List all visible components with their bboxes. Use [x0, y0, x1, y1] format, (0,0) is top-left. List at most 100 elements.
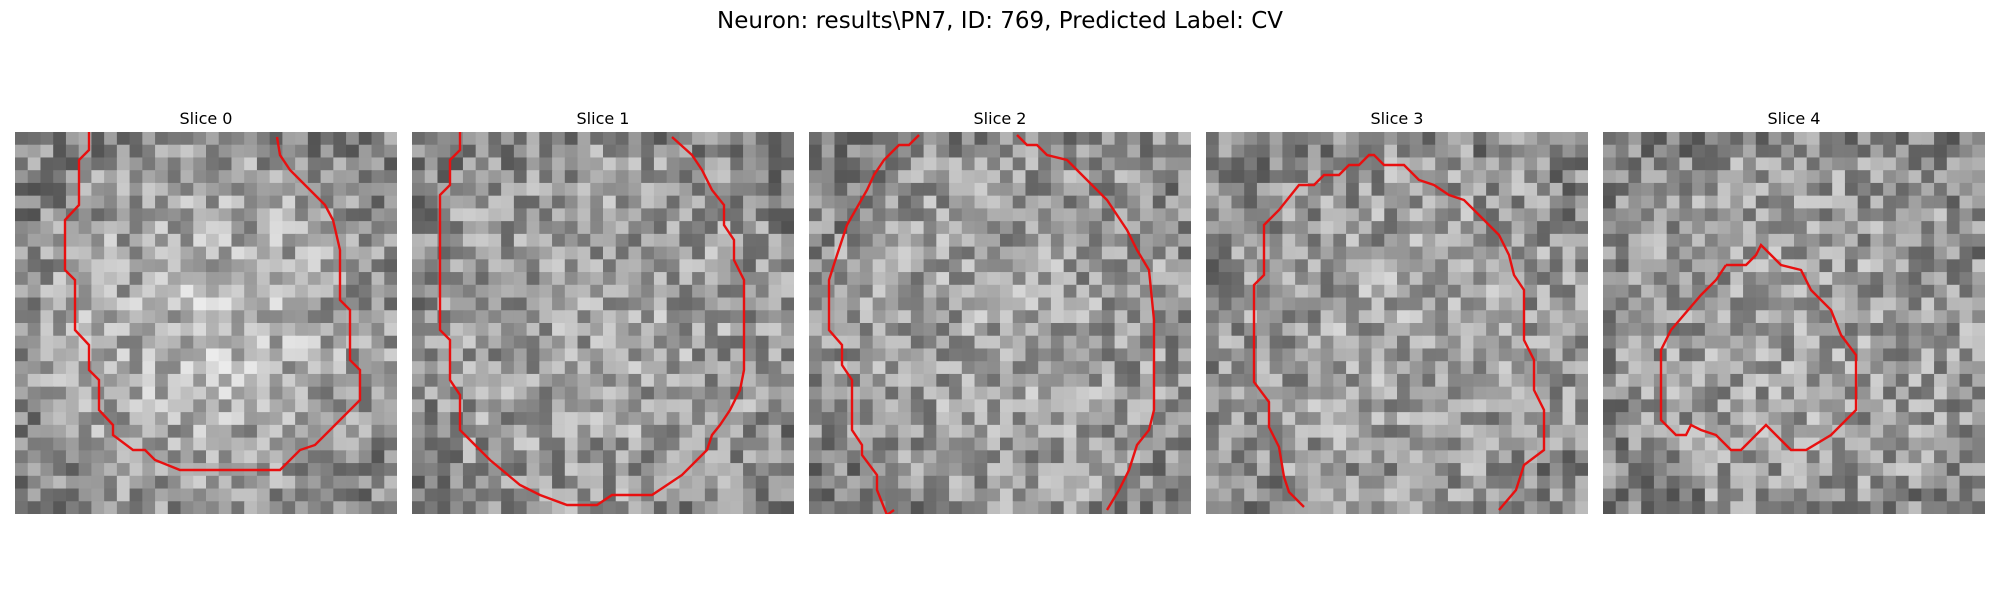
image-pixel [653, 233, 668, 248]
image-pixel [384, 348, 397, 362]
image-pixel [307, 348, 322, 362]
image-pixel [1346, 501, 1360, 514]
image-pixel [590, 488, 604, 502]
image-pixel [1959, 259, 1973, 273]
image-pixel [1152, 259, 1167, 273]
image-pixel [1692, 221, 1706, 235]
image-pixel [1333, 475, 1347, 490]
image-pixel [1524, 182, 1538, 197]
image-pixel [282, 272, 296, 286]
image-pixel [1256, 132, 1271, 146]
image-pixel [1101, 412, 1116, 426]
image-pixel [1178, 501, 1191, 514]
image-pixel [15, 501, 29, 514]
image-pixel [1473, 144, 1487, 159]
image-pixel [603, 412, 617, 426]
image-pixel [475, 361, 489, 375]
image-pixel [1295, 246, 1309, 260]
image-pixel [1883, 463, 1897, 477]
image-pixel [1000, 373, 1014, 388]
image-pixel [1101, 450, 1116, 464]
image-pixel [1063, 132, 1077, 146]
image-pixel [1946, 195, 1961, 209]
image-pixel [730, 475, 744, 490]
image-pixel [1972, 272, 1985, 286]
image-pixel [1781, 437, 1795, 451]
image-pixel [1127, 208, 1141, 222]
image-pixel [1371, 259, 1385, 273]
image-pixel [1333, 195, 1347, 209]
image-pixel [450, 463, 464, 477]
image-pixel [1615, 221, 1630, 235]
image-pixel [704, 208, 719, 222]
image-pixel [1628, 424, 1642, 439]
image-pixel [809, 488, 823, 502]
image-pixel [1101, 361, 1116, 375]
image-pixel [1012, 144, 1027, 159]
image-pixel [743, 246, 757, 260]
image-pixel [653, 386, 668, 400]
image-pixel [488, 348, 502, 362]
image-pixel [936, 475, 950, 490]
image-pixel [768, 272, 782, 286]
image-pixel [1152, 284, 1167, 299]
image-pixel [1320, 450, 1334, 464]
image-pixel [1218, 272, 1233, 286]
image-pixel [15, 246, 29, 260]
image-pixel [730, 412, 744, 426]
image-pixel [27, 323, 42, 337]
image-pixel [1050, 399, 1065, 413]
image-pixel [1908, 450, 1922, 464]
image-pixel [437, 144, 451, 159]
image-pixel [1422, 310, 1436, 324]
image-pixel [1050, 208, 1065, 222]
image-pixel [1666, 348, 1680, 362]
image-pixel [1178, 310, 1191, 324]
image-pixel [781, 132, 794, 146]
image-pixel [142, 424, 156, 439]
image-pixel [488, 246, 502, 260]
image-pixel [1307, 386, 1322, 400]
image-pixel [1972, 233, 1985, 248]
image-pixel [704, 233, 719, 248]
image-pixel [641, 284, 655, 299]
image-pixel [1038, 437, 1052, 451]
image-pixel [743, 348, 757, 362]
image-pixel [1409, 233, 1424, 248]
image-pixel [910, 233, 925, 248]
image-pixel [1000, 412, 1014, 426]
image-pixel [859, 475, 874, 490]
image-pixel [1231, 157, 1245, 171]
image-pixel [1012, 170, 1027, 184]
image-pixel [1743, 424, 1757, 439]
image-pixel [539, 284, 553, 299]
image-pixel [1218, 424, 1233, 439]
image-pixel [1883, 233, 1897, 248]
image-pixel [1498, 170, 1513, 184]
image-pixel [346, 208, 360, 222]
image-pixel [1000, 501, 1014, 514]
image-pixel [615, 284, 630, 299]
image-pixel [1844, 195, 1859, 209]
image-pixel [949, 259, 963, 273]
image-pixel [1358, 437, 1373, 451]
image-pixel [1908, 335, 1922, 350]
image-pixel [1641, 170, 1655, 184]
image-pixel [526, 157, 540, 171]
image-pixel [1743, 450, 1757, 464]
image-pixel [679, 373, 693, 388]
image-pixel [781, 373, 794, 388]
image-pixel [1346, 348, 1360, 362]
image-pixel [743, 132, 757, 146]
image-pixel [206, 335, 220, 350]
image-pixel [590, 157, 604, 171]
image-pixel [1101, 221, 1116, 235]
image-pixel [641, 221, 655, 235]
image-pixel [1819, 259, 1833, 273]
image-pixel [1089, 221, 1103, 235]
image-pixel [501, 284, 515, 299]
image-pixel [1358, 259, 1373, 273]
image-pixel [936, 323, 950, 337]
image-pixel [692, 488, 706, 502]
image-pixel [641, 335, 655, 350]
